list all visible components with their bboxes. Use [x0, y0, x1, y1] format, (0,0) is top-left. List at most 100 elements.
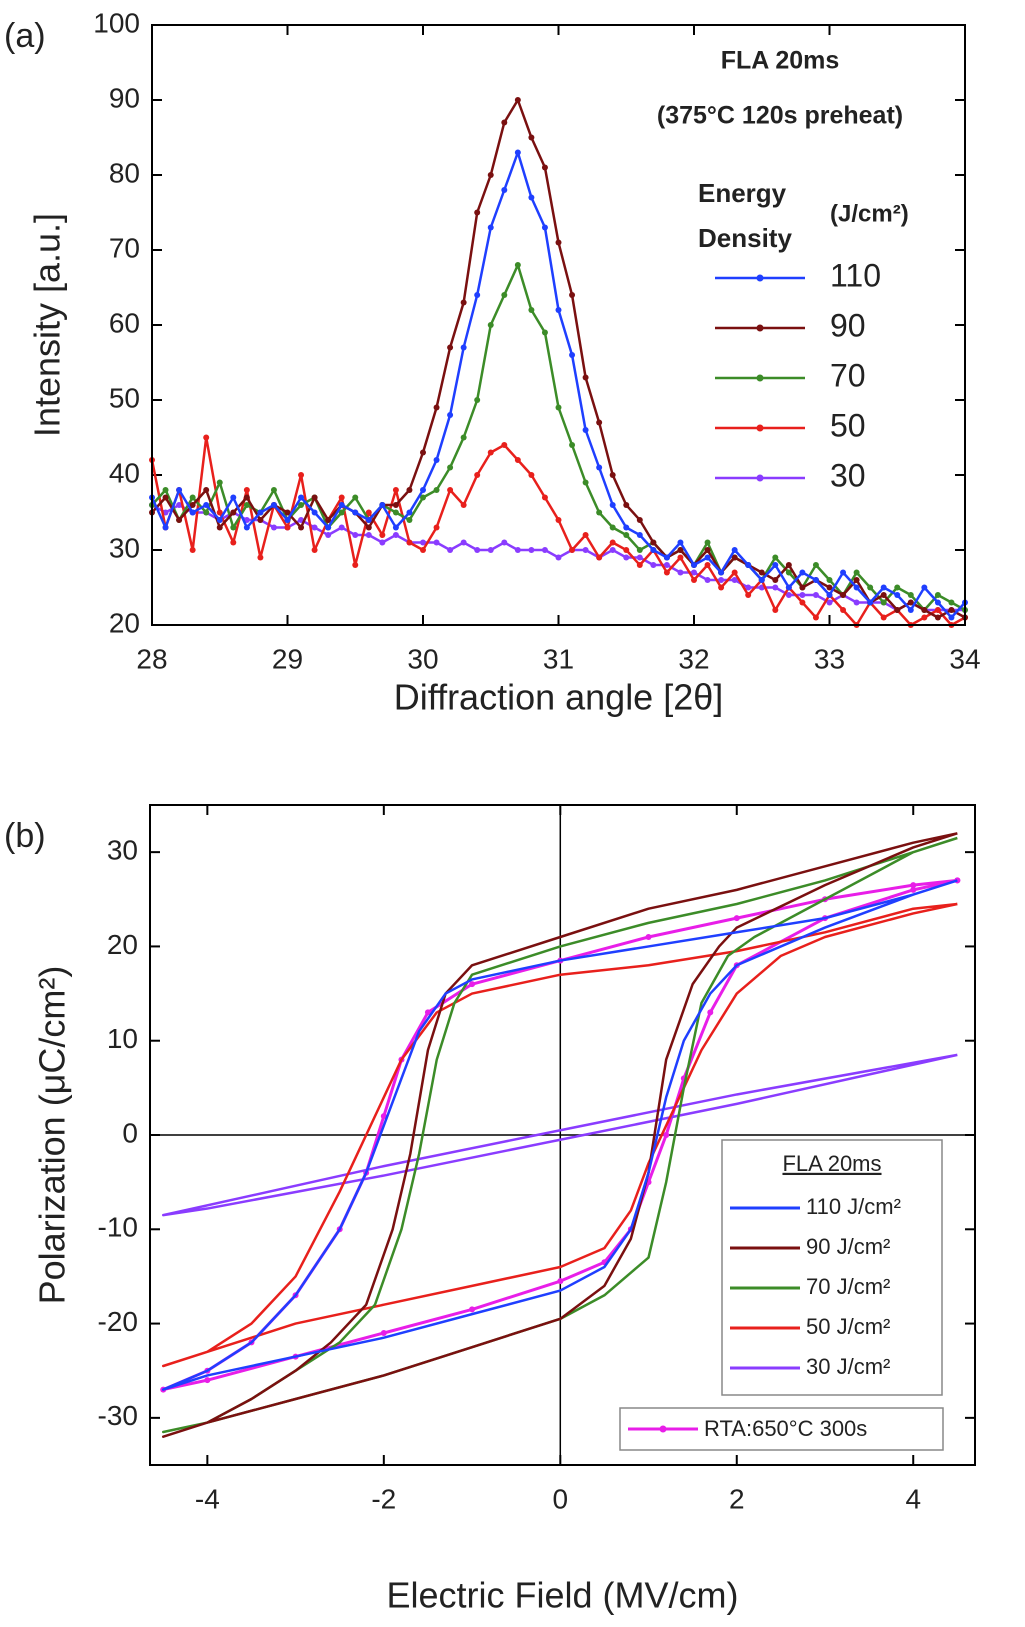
data-point [392, 509, 399, 516]
data-point [433, 524, 440, 531]
y-axis-title: Intensity [a.u.] [27, 213, 68, 437]
data-point [745, 592, 752, 598]
data-point [541, 494, 548, 501]
data-point [772, 554, 779, 561]
legend-unit: (J/cm²) [830, 200, 909, 227]
data-point [338, 509, 345, 516]
data-point [162, 487, 169, 493]
data-point [826, 584, 833, 591]
data-point [447, 547, 454, 553]
legend-marker [756, 274, 764, 282]
data-point [541, 164, 548, 171]
data-point [406, 487, 413, 493]
data-point [812, 577, 819, 583]
data-point [514, 262, 521, 268]
legend-label: 70 [830, 357, 866, 393]
data-point [596, 464, 603, 471]
data-point [758, 569, 765, 576]
data-point [623, 502, 630, 508]
data-point [582, 479, 589, 486]
data-point [623, 554, 630, 561]
data-point [501, 119, 508, 126]
data-point [474, 472, 481, 478]
data-point [677, 554, 684, 561]
data-point [189, 502, 196, 508]
data-point [853, 577, 860, 583]
data-point [501, 187, 508, 193]
data-point [176, 487, 183, 493]
data-point [609, 524, 616, 531]
data-point [636, 547, 643, 553]
data-point [596, 419, 603, 426]
data-point [731, 547, 738, 553]
data-point [447, 487, 454, 493]
data-point [772, 607, 779, 613]
data-point [826, 599, 833, 606]
y-axis-title: Polarization (μC/cm²) [32, 966, 73, 1305]
data-point [447, 344, 454, 351]
data-point [433, 457, 440, 463]
data-point [733, 915, 740, 922]
data-point [596, 509, 603, 516]
data-point [474, 547, 481, 553]
panel-label: (a) [4, 17, 46, 55]
data-point [785, 592, 792, 598]
data-point [230, 494, 237, 501]
annotation: FLA 20ms [721, 47, 840, 75]
data-point [379, 532, 386, 538]
data-point [677, 547, 684, 553]
data-point [420, 547, 426, 553]
data-point [880, 614, 887, 621]
data-point [460, 344, 467, 351]
legend-label: 110 [830, 257, 881, 293]
data-point [325, 524, 332, 531]
data-point [707, 1009, 714, 1016]
y-tick-label: 20 [109, 607, 140, 638]
data-point [311, 509, 318, 516]
data-point [392, 502, 399, 508]
data-point [528, 472, 535, 478]
series-line [161, 902, 958, 1368]
data-point [406, 509, 413, 516]
data-point [934, 607, 941, 613]
data-point [243, 502, 250, 508]
data-point [880, 599, 887, 606]
data-point [243, 524, 250, 531]
legend-label: 30 [830, 457, 866, 493]
data-point [704, 547, 711, 553]
annotation: (375°C 120s preheat) [657, 102, 903, 130]
y-tick-label: 50 [109, 382, 140, 413]
legend-label: 110 J/cm² [806, 1194, 901, 1219]
data-point [880, 592, 887, 598]
x-tick-label: 2 [729, 1483, 745, 1514]
data-point [541, 329, 548, 336]
data-point [609, 539, 616, 546]
data-point [243, 487, 250, 493]
legend-label: 50 J/cm² [806, 1314, 890, 1339]
data-point [270, 487, 277, 493]
data-point [623, 524, 630, 531]
x-tick-label: 33 [814, 643, 845, 674]
legend-marker [756, 474, 764, 482]
data-point [867, 599, 874, 606]
data-point [934, 599, 941, 606]
data-point [487, 172, 494, 178]
data-point [853, 584, 860, 591]
data-point [501, 539, 508, 546]
x-tick-label: 0 [553, 1483, 569, 1514]
data-point [718, 577, 725, 583]
data-point [469, 981, 476, 988]
data-point [433, 404, 440, 411]
data-point [569, 352, 576, 358]
data-point [352, 532, 359, 538]
data-point [203, 487, 210, 493]
legend-box [721, 1139, 943, 1396]
legend-label: 90 [830, 307, 866, 343]
data-point [921, 607, 928, 613]
x-tick-label: 28 [136, 643, 167, 674]
data-point [460, 502, 467, 508]
data-point [162, 524, 169, 531]
data-point [406, 539, 413, 546]
data-point [650, 562, 657, 568]
data-point [663, 562, 670, 568]
